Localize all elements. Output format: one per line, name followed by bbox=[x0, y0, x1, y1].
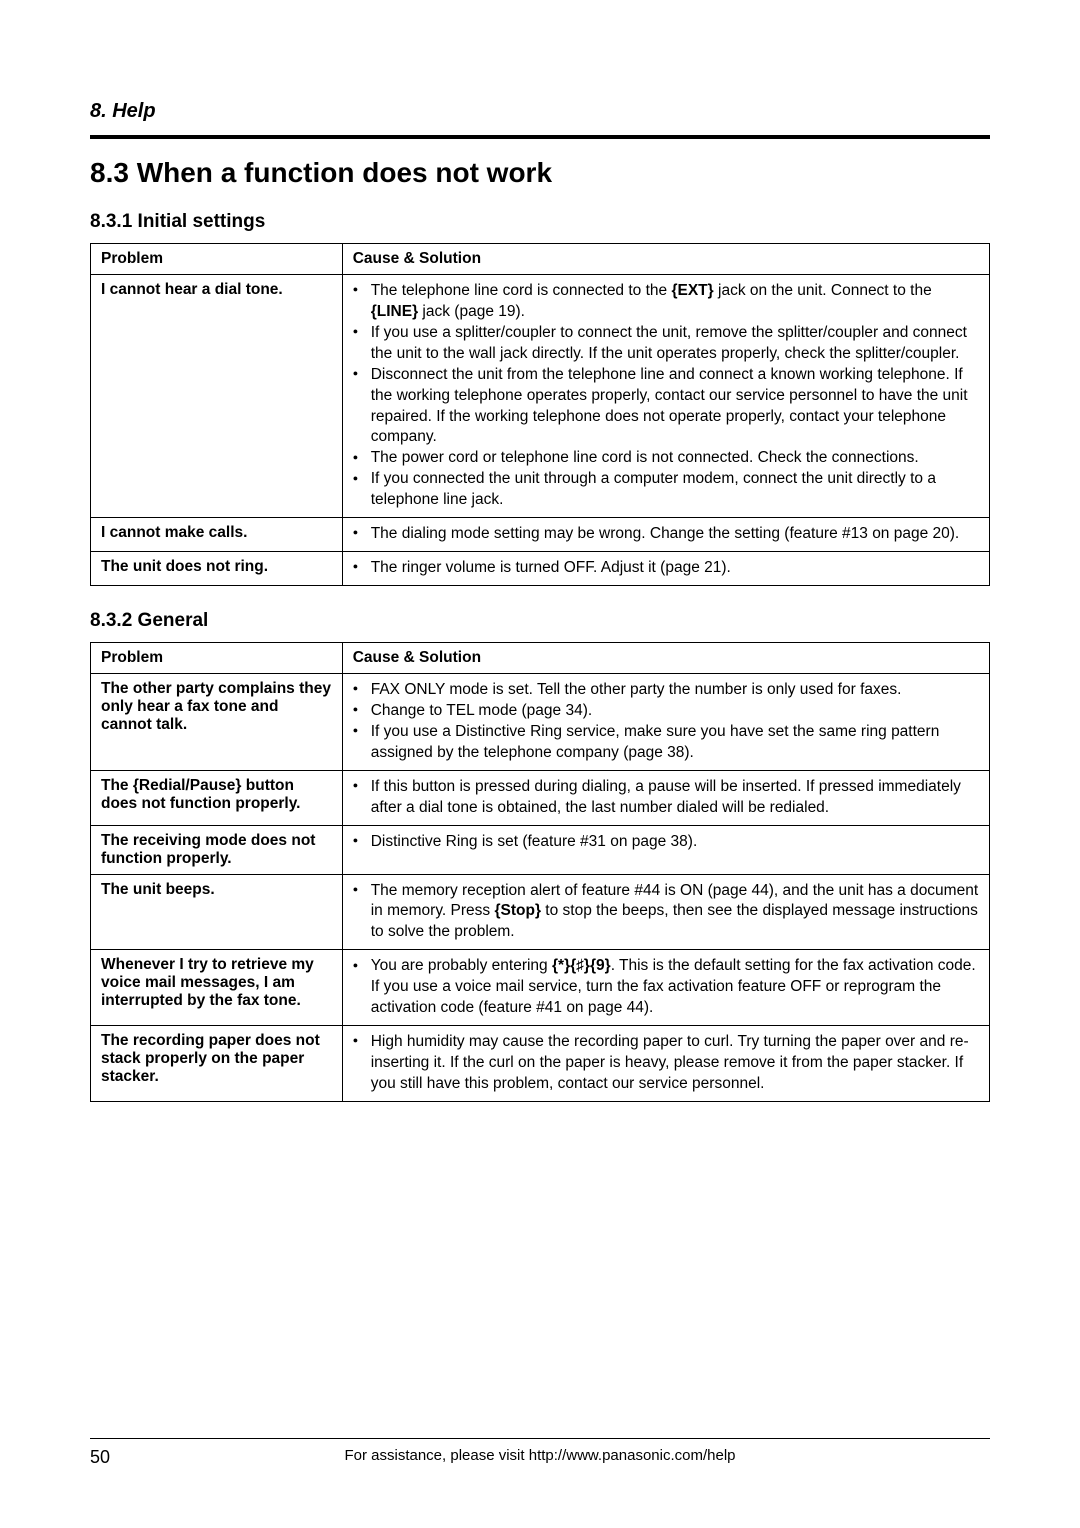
table-row: The recording paper does not stack prope… bbox=[91, 1026, 990, 1102]
solution-item: The ringer volume is turned OFF. Adjust … bbox=[353, 558, 979, 579]
solution-cell: The dialing mode setting may be wrong. C… bbox=[342, 518, 989, 552]
table-row: I cannot hear a dial tone. The telephone… bbox=[91, 275, 990, 518]
solution-item: If this button is pressed during dialing… bbox=[353, 777, 979, 819]
subsection-general: 8.3.2 General bbox=[90, 610, 990, 632]
text: You are probably entering bbox=[371, 957, 552, 974]
problem-cell: The recording paper does not stack prope… bbox=[91, 1026, 343, 1102]
table-row: The other party complains they only hear… bbox=[91, 673, 990, 770]
solution-item: If you connected the unit through a comp… bbox=[353, 469, 979, 511]
table-row: Whenever I try to retrieve my voice mail… bbox=[91, 950, 990, 1026]
solution-cell: FAX ONLY mode is set. Tell the other par… bbox=[342, 673, 989, 770]
table-row: The Redial/Pause button does not functio… bbox=[91, 770, 990, 825]
key-ext: EXT bbox=[671, 282, 713, 299]
rule bbox=[90, 135, 990, 139]
col-problem-header: Problem bbox=[91, 244, 343, 275]
key-stop: Stop bbox=[494, 902, 541, 919]
text: The telephone line cord is connected to … bbox=[371, 282, 672, 299]
solution-item: You are probably entering *♯9. This is t… bbox=[353, 956, 979, 1019]
text: jack on the unit. Connect to the bbox=[714, 282, 932, 299]
section-title: 8.3 When a function does not work bbox=[90, 157, 990, 189]
solution-cell: High humidity may cause the recording pa… bbox=[342, 1026, 989, 1102]
solution-cell: The memory reception alert of feature #4… bbox=[342, 874, 989, 950]
manual-page: 8. Help 8.3 When a function does not wor… bbox=[0, 0, 1080, 1528]
footer-spacer bbox=[940, 1447, 990, 1468]
solution-cell: The telephone line cord is connected to … bbox=[342, 275, 989, 518]
problem-cell: The receiving mode does not function pro… bbox=[91, 825, 343, 874]
table-row: The unit beeps. The memory reception ale… bbox=[91, 874, 990, 950]
solution-item: The telephone line cord is connected to … bbox=[353, 281, 979, 323]
problem-cell: The Redial/Pause button does not functio… bbox=[91, 770, 343, 825]
table-row: I cannot make calls. The dialing mode se… bbox=[91, 518, 990, 552]
problem-cell: I cannot hear a dial tone. bbox=[91, 275, 343, 518]
table-header-row: Problem Cause & Solution bbox=[91, 642, 990, 673]
solution-item: Disconnect the unit from the telephone l… bbox=[353, 365, 979, 449]
solution-item: Distinctive Ring is set (feature #31 on … bbox=[353, 832, 979, 853]
solution-item: Change to TEL mode (page 34). bbox=[353, 701, 979, 722]
solution-item: The dialing mode setting may be wrong. C… bbox=[353, 524, 979, 545]
subsection-num: 8.3.2 bbox=[90, 610, 132, 631]
table-row: The unit does not ring. The ringer volum… bbox=[91, 552, 990, 586]
problem-cell: The unit beeps. bbox=[91, 874, 343, 950]
subsection-label: General bbox=[138, 610, 209, 631]
footer-rule bbox=[90, 1438, 990, 1439]
problem-cell: I cannot make calls. bbox=[91, 518, 343, 552]
solution-cell: Distinctive Ring is set (feature #31 on … bbox=[342, 825, 989, 874]
key-nine: 9 bbox=[590, 957, 611, 974]
solution-item: FAX ONLY mode is set. Tell the other par… bbox=[353, 680, 979, 701]
key-hash: ♯ bbox=[570, 957, 590, 974]
key-redial: Redial/Pause bbox=[133, 777, 242, 794]
solution-cell: The ringer volume is turned OFF. Adjust … bbox=[342, 552, 989, 586]
footer-text: For assistance, please visit http://www.… bbox=[140, 1447, 940, 1468]
problem-cell: Whenever I try to retrieve my voice mail… bbox=[91, 950, 343, 1026]
subsection-num: 8.3.1 bbox=[90, 211, 132, 232]
solution-item: If you use a splitter/coupler to connect… bbox=[353, 323, 979, 365]
col-problem-header: Problem bbox=[91, 642, 343, 673]
subsection-label: Initial settings bbox=[138, 211, 266, 232]
page-number: 50 bbox=[90, 1447, 140, 1468]
solution-item: The power cord or telephone line cord is… bbox=[353, 448, 979, 469]
key-line: LINE bbox=[371, 303, 418, 320]
text: jack (page 19). bbox=[418, 303, 525, 320]
solution-item: If you use a Distinctive Ring service, m… bbox=[353, 722, 979, 764]
page-footer: 50 For assistance, please visit http://w… bbox=[90, 1438, 990, 1468]
table-row: The receiving mode does not function pro… bbox=[91, 825, 990, 874]
text: The bbox=[101, 777, 133, 794]
solution-cell: If this button is pressed during dialing… bbox=[342, 770, 989, 825]
table-initial-settings: Problem Cause & Solution I cannot hear a… bbox=[90, 243, 990, 586]
chapter-heading: 8. Help bbox=[90, 100, 990, 123]
key-star: * bbox=[552, 957, 570, 974]
col-cause-header: Cause & Solution bbox=[342, 244, 989, 275]
table-header-row: Problem Cause & Solution bbox=[91, 244, 990, 275]
solution-item: The memory reception alert of feature #4… bbox=[353, 881, 979, 944]
problem-cell: The other party complains they only hear… bbox=[91, 673, 343, 770]
col-cause-header: Cause & Solution bbox=[342, 642, 989, 673]
problem-cell: The unit does not ring. bbox=[91, 552, 343, 586]
solution-cell: You are probably entering *♯9. This is t… bbox=[342, 950, 989, 1026]
subsection-initial: 8.3.1 Initial settings bbox=[90, 211, 990, 233]
solution-item: High humidity may cause the recording pa… bbox=[353, 1032, 979, 1095]
table-general: Problem Cause & Solution The other party… bbox=[90, 642, 990, 1102]
